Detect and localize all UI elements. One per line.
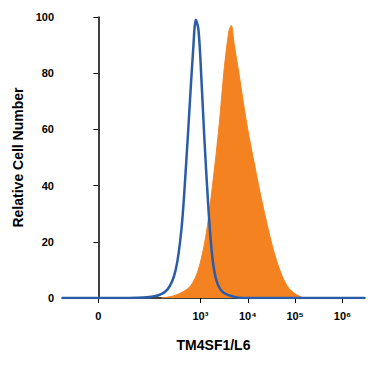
svg-text:100: 100: [36, 11, 54, 23]
svg-text:Relative Cell Number: Relative Cell Number: [10, 87, 26, 228]
svg-text:20: 20: [42, 236, 54, 248]
svg-text:60: 60: [42, 123, 54, 135]
svg-text:0: 0: [95, 310, 101, 322]
svg-text:80: 80: [42, 67, 54, 79]
svg-text:10³: 10³: [192, 310, 208, 322]
svg-text:10⁵: 10⁵: [286, 310, 303, 322]
svg-text:0: 0: [48, 292, 54, 304]
svg-text:10⁶: 10⁶: [334, 310, 351, 322]
svg-text:10⁴: 10⁴: [239, 310, 257, 322]
svg-text:TM4SF1/L6: TM4SF1/L6: [177, 337, 251, 353]
svg-text:40: 40: [42, 180, 54, 192]
